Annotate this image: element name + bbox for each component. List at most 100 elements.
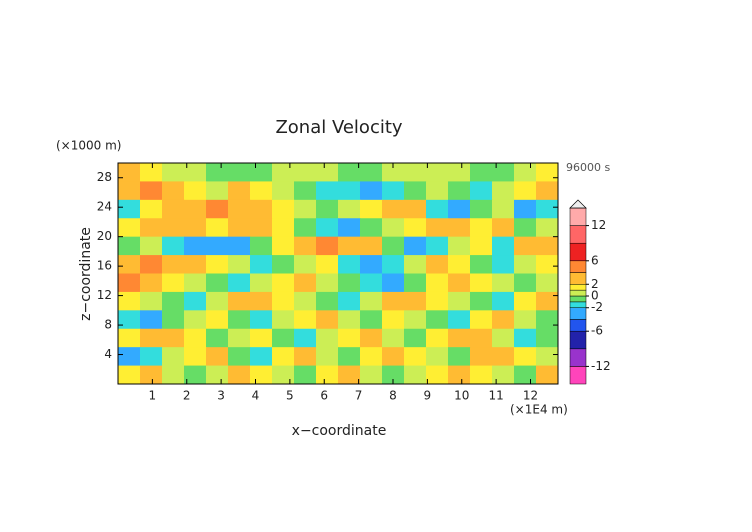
field-cell (338, 310, 361, 330)
field-cell (250, 218, 273, 238)
field-cell (140, 255, 163, 274)
field-cell (360, 310, 383, 330)
field-cell (184, 347, 207, 367)
colorbar-band (569, 260, 587, 273)
field-cell (294, 218, 317, 238)
field-cell (338, 255, 361, 274)
field-cell (448, 218, 471, 238)
field-cell (338, 365, 361, 385)
field-cell (184, 273, 207, 293)
field-cell (448, 291, 471, 311)
x-tick-label: 6 (320, 389, 328, 403)
field-cell (294, 273, 317, 293)
field-cell (206, 236, 229, 256)
field-cell (184, 181, 207, 201)
y-unit: (×1000 m) (56, 139, 121, 153)
field-cell (514, 310, 537, 330)
field-cell (382, 310, 405, 330)
field-cell (250, 236, 273, 256)
field-cell (294, 255, 317, 274)
colorbar-band (569, 307, 587, 320)
y-tick-label: 12 (97, 288, 112, 302)
field-cell (140, 181, 163, 201)
field-cell (492, 236, 515, 256)
field-cell (118, 163, 141, 182)
field-cell (404, 181, 427, 201)
field-cell (536, 310, 559, 330)
field-cell (492, 328, 515, 348)
field-cell (316, 273, 339, 293)
colorbar-band (569, 284, 587, 291)
field-cell (536, 236, 559, 256)
field-cell (162, 365, 185, 385)
field-cell (382, 347, 405, 367)
colorbar-tick-label: 0 (591, 289, 599, 303)
field-cell (118, 236, 141, 256)
field-cell (250, 291, 273, 311)
field-cell (250, 365, 273, 385)
field-cell (514, 347, 537, 367)
field-cell (140, 199, 163, 219)
field-cell (492, 273, 515, 293)
field-cell (184, 365, 207, 385)
field-cell (536, 199, 559, 219)
y-tick-label: 8 (104, 318, 112, 332)
colorbar-band (569, 301, 587, 308)
field-cell (492, 218, 515, 238)
colorbar-band (569, 348, 587, 367)
colorbar-tick-label: -12 (591, 359, 611, 373)
field-cell (536, 273, 559, 293)
colorbar-band (569, 225, 587, 244)
field-cell (382, 365, 405, 385)
x-tick-label: 10 (454, 389, 469, 403)
field-cell (272, 347, 295, 367)
field-cell (404, 255, 427, 274)
x-tick-label: 2 (183, 389, 191, 403)
field-cell (228, 236, 251, 256)
field-cell (514, 255, 537, 274)
field-cell (470, 291, 493, 311)
field-cell (426, 310, 449, 330)
field-cell (118, 347, 141, 367)
field-cell (184, 199, 207, 219)
field-cell (382, 163, 405, 182)
field-cell (382, 181, 405, 201)
field-cell (382, 255, 405, 274)
field-cell (426, 218, 449, 238)
field-cell (250, 163, 273, 182)
field-cell (382, 199, 405, 219)
field-cell (338, 163, 361, 182)
field-cell (250, 273, 273, 293)
field-cell (228, 255, 251, 274)
field-cell (404, 199, 427, 219)
field-cell (272, 310, 295, 330)
field-cell (206, 291, 229, 311)
colorbar-band (569, 207, 587, 226)
field-cell (360, 163, 383, 182)
x-tick-label: 8 (389, 389, 397, 403)
field-cell (272, 291, 295, 311)
field-cell (140, 163, 163, 182)
field-cell (206, 218, 229, 238)
field-cell (294, 163, 317, 182)
field-cell (162, 163, 185, 182)
field-cell (140, 236, 163, 256)
field-cell (404, 310, 427, 330)
colorbar-band (569, 242, 587, 262)
field-cell (316, 199, 339, 219)
field-cell (448, 236, 471, 256)
field-cell (228, 291, 251, 311)
field-cell (448, 163, 471, 182)
field-cell (470, 255, 493, 274)
x-tick-label: 11 (488, 389, 503, 403)
colorbar-tick-label: 6 (591, 253, 599, 267)
field-cell (470, 163, 493, 182)
field-cell (316, 181, 339, 201)
field-cell (470, 199, 493, 219)
field-cell (294, 199, 317, 219)
field-cell (228, 328, 251, 348)
field-cell (228, 347, 251, 367)
field-cell (492, 163, 515, 182)
field-cell (448, 255, 471, 274)
field-cell (162, 291, 185, 311)
